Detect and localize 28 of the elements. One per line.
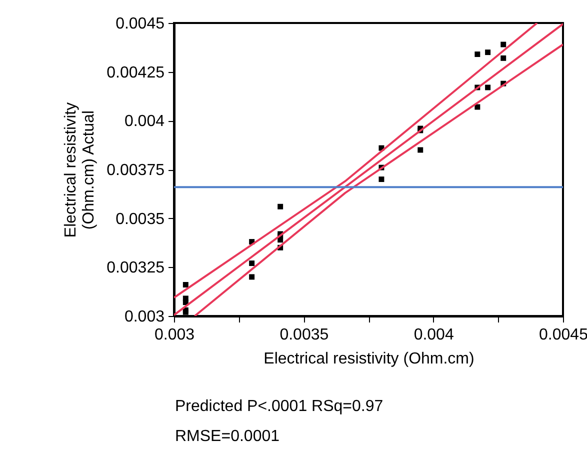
y-tick-label: 0.0045 (116, 16, 165, 32)
x-axis-title: Electrical resistivity (Ohm.cm) (264, 350, 474, 368)
point (474, 52, 480, 57)
point (485, 84, 491, 90)
x-tick-label: 0.003 (154, 326, 195, 344)
point (500, 42, 506, 48)
x-tick-label: 0.0035 (280, 326, 329, 344)
point (378, 176, 384, 182)
y-tick-label: 0.00375 (106, 162, 165, 179)
point (278, 204, 284, 210)
y-tick-label: 0.00325 (106, 260, 165, 277)
x-tick-label: 0.004 (414, 326, 454, 344)
point (249, 274, 255, 280)
point (500, 55, 506, 61)
y-axis-title: Electrical resistivity (Ohm.cm) Actual (62, 102, 98, 238)
point (182, 300, 188, 306)
text: Predicted P<.0001 RSq=0.97 (175, 398, 384, 416)
y-tick-label: 0.0035 (116, 210, 165, 228)
y-tick-label: 0.003 (124, 308, 165, 326)
point (418, 147, 424, 153)
x-tick-label: 0.0045 (539, 326, 587, 344)
point (182, 282, 188, 288)
y-tick-label: 0.004 (124, 113, 165, 130)
point (278, 237, 284, 243)
point (249, 260, 255, 266)
text: RMSE=0.0001 (175, 428, 280, 446)
point (485, 50, 491, 56)
y-tick-label: 0.00425 (106, 64, 165, 82)
